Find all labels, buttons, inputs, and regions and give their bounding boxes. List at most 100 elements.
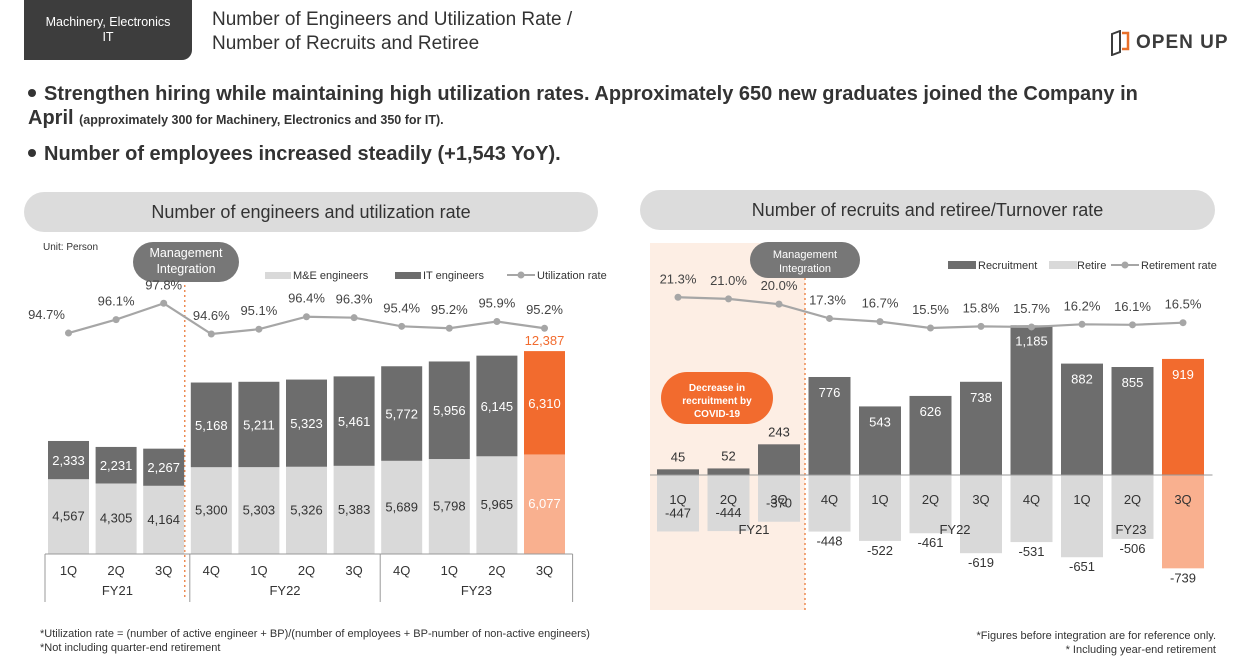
legend-recruitment-label: Recruitment — [978, 260, 1037, 272]
bar-me — [95, 483, 137, 554]
retirement-rate-label: 17.3% — [809, 292, 846, 307]
bar-retire-label: -739 — [1170, 570, 1196, 585]
bar-me — [524, 454, 565, 554]
x-tick-label: 4Q — [1023, 492, 1040, 507]
bar-it-label: 2,333 — [52, 453, 85, 468]
bar-it-label: 5,461 — [338, 414, 371, 429]
mgmt-integration-label-2: Integration — [156, 262, 215, 276]
utilization-label: 96.4% — [288, 291, 325, 306]
bar-it-label: 5,168 — [195, 418, 228, 433]
bar-retire — [859, 475, 901, 541]
bar-me — [238, 467, 280, 554]
mgmt-integration-badge — [133, 242, 239, 282]
legend-it-label: IT engineers — [423, 270, 484, 282]
legend-retire-swatch — [1049, 261, 1077, 269]
bullet-1: Strengthen hiring while maintaining high… — [28, 82, 1218, 132]
retirement-rate-label: 16.5% — [1165, 297, 1202, 312]
bar-recruitment — [1010, 325, 1053, 475]
footnote-utilization: *Utilization rate = (number of active en… — [40, 628, 590, 640]
bar-me — [333, 465, 375, 554]
left-panel-title-text: Number of engineers and utilization rate — [151, 201, 471, 222]
legend-me-swatch — [265, 272, 291, 279]
retirement-rate-point — [725, 295, 732, 303]
bar-retire — [1111, 475, 1154, 539]
utilization-point — [160, 299, 168, 307]
bar-recruitment-label: 626 — [920, 404, 942, 419]
x-tick-label: 4Q — [393, 563, 410, 578]
bar-recruitment-label: 882 — [1071, 372, 1093, 387]
bar-recruitment — [960, 381, 1002, 475]
bar-it-label: 2,231 — [100, 458, 133, 473]
bar-it-label: 5,956 — [433, 403, 466, 418]
utilization-label: 95.2% — [431, 302, 468, 317]
bar-it — [381, 366, 423, 461]
bar-me-label: 5,798 — [433, 499, 466, 514]
bar-retire — [657, 475, 699, 532]
bar-me-label: 6,077 — [528, 496, 561, 511]
bar-recruitment-label: 738 — [970, 390, 992, 405]
retirement-rate-point — [775, 300, 783, 308]
bar-recruitment — [859, 406, 901, 475]
bar-it — [190, 382, 232, 468]
retirement-rate-label: 21.0% — [710, 273, 747, 288]
bullet-1-note: (approximately 300 for Machinery, Electr… — [79, 113, 444, 127]
bar-retire-label: -461 — [917, 535, 943, 550]
legend-me-label: M&E engineers — [293, 270, 369, 282]
retirement-rate-label: 16.7% — [862, 296, 899, 311]
bar-me — [286, 466, 327, 554]
x-tick-label: 2Q — [298, 563, 315, 578]
utilization-label: 95.4% — [383, 300, 420, 315]
x-tick-label: 4Q — [203, 563, 220, 578]
bar-it-label: 5,323 — [290, 416, 323, 431]
fy-group-label: FY21 — [738, 522, 769, 537]
bar-me-label: 5,383 — [338, 502, 371, 517]
legend-rate-label: Retirement rate — [1141, 260, 1217, 272]
utilization-label: 94.6% — [193, 308, 230, 323]
bar-it — [48, 440, 89, 480]
utilization-label: 97.8% — [145, 277, 182, 292]
bar-recruitment — [758, 444, 800, 475]
legend-it-swatch — [395, 272, 421, 279]
bar-retire — [1162, 475, 1204, 569]
engineers-chart: Management Integration M&E engineers IT eng… — [28, 242, 607, 602]
bar-recruitment-label: 855 — [1122, 375, 1144, 390]
left-panel-title: Number of engineers and utilization rate — [24, 192, 598, 232]
page-title: Number of Engineers and Utilization Rate… — [212, 8, 572, 56]
mgmt-integration-badge — [750, 242, 860, 278]
page-title-line1: Number of Engineers and Utilization Rate… — [212, 9, 573, 30]
retirement-rate-label: 16.1% — [1114, 299, 1151, 314]
utilization-point — [541, 324, 548, 332]
bar-retire-label: -447 — [665, 505, 691, 520]
utilization-label: 94.7% — [28, 307, 65, 322]
bar-it-label: 5,211 — [243, 417, 275, 432]
fy-group-label: FY22 — [269, 583, 300, 598]
x-tick-label: 1Q — [250, 563, 267, 578]
bar-recruitment — [1061, 363, 1103, 475]
x-tick-label: 2Q — [922, 492, 939, 507]
bar-recruitment-label: 45 — [671, 449, 685, 464]
bar-me-label: 5,303 — [243, 503, 276, 518]
x-tick-label: 1Q — [871, 492, 888, 507]
bar-recruitment — [909, 395, 952, 475]
right-panel-title-text: Number of recruits and retiree/Turnover … — [751, 199, 1104, 220]
retirement-rate-point — [1179, 319, 1187, 327]
bar-recruitment — [1162, 358, 1204, 475]
bar-retire — [758, 475, 800, 522]
mgmt-integration-label-1: Management — [773, 249, 837, 261]
page-title-line2: Number of Recruits and Retiree — [212, 33, 480, 54]
footnote-right: *Figures before integration are for refe… — [977, 629, 1216, 657]
utilization-label: 96.3% — [336, 292, 373, 307]
bar-retire — [808, 475, 851, 532]
utilization-label: 96.1% — [98, 294, 135, 309]
covid-callout-line3: COVID-19 — [694, 409, 741, 420]
bar-recruitment-label: 919 — [1172, 367, 1194, 382]
bar-it — [476, 355, 518, 457]
bar-it-label: 5,772 — [385, 407, 418, 422]
logo-icon — [1111, 30, 1130, 56]
bar-it — [428, 361, 470, 460]
segment-tag-text: Machinery, Electronics IT — [45, 15, 171, 44]
bar-recruitment-label: 243 — [768, 424, 790, 439]
bar-it-label: 2,267 — [147, 460, 180, 475]
utilization-point — [398, 322, 406, 330]
footnote-reference: *Figures before integration are for refe… — [976, 630, 1216, 642]
